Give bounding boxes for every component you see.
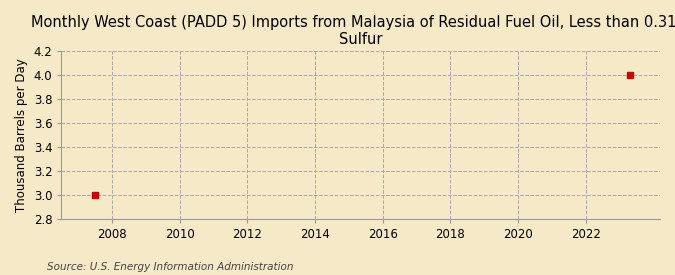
Y-axis label: Thousand Barrels per Day: Thousand Barrels per Day [15,58,28,212]
Title: Monthly West Coast (PADD 5) Imports from Malaysia of Residual Fuel Oil, Less tha: Monthly West Coast (PADD 5) Imports from… [31,15,675,47]
Text: Source: U.S. Energy Information Administration: Source: U.S. Energy Information Administ… [47,262,294,272]
